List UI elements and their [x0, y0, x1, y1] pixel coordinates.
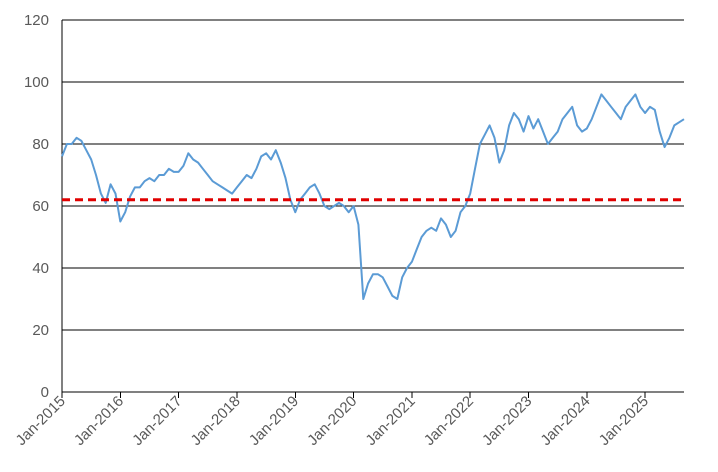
series-line: [61, 93, 685, 300]
x-tick-label: Jan-2016: [71, 393, 127, 449]
x-tick-label: Jan-2019: [246, 393, 302, 449]
axes: [61, 20, 684, 398]
y-tick-labels: 0 20 40 60 80 100 120: [24, 12, 49, 401]
x-tick-label: Jan-2015: [13, 393, 69, 449]
y-tick-label: 20: [32, 322, 49, 339]
x-tick-label: Jan-2018: [188, 393, 244, 449]
x-tick-label: Jan-2025: [596, 393, 652, 449]
y-tick-label: 0: [41, 384, 49, 401]
x-tick-label: Jan-2017: [129, 393, 185, 449]
x-tick-label: Jan-2022: [421, 393, 477, 449]
y-tick-label: 80: [32, 136, 49, 153]
x-tick-label: Jan-2024: [537, 393, 593, 449]
gridlines: [62, 19, 684, 331]
x-tick-label: Jan-2020: [304, 393, 360, 449]
y-tick-label: 60: [32, 198, 49, 215]
y-tick-label: 100: [24, 74, 49, 91]
x-tick-label: Jan-2023: [479, 393, 535, 449]
x-tick-label: Jan-2021: [362, 393, 418, 449]
y-tick-label: 120: [24, 12, 49, 29]
y-tick-label: 40: [32, 260, 49, 277]
series-layer: [61, 93, 685, 300]
x-tick-labels: Jan-2015 Jan-2016 Jan-2017 Jan-2018 Jan-2019…: [13, 393, 652, 449]
